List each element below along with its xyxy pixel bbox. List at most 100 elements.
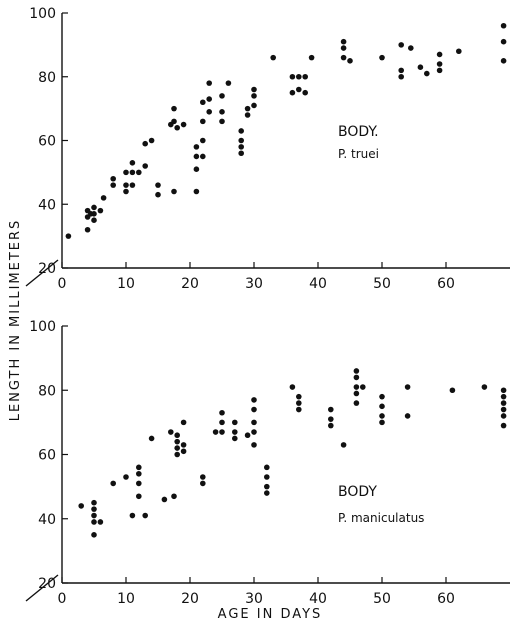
top-data-point — [193, 144, 200, 150]
bottom-data-point — [500, 406, 507, 413]
bottom-x-tick-label: 60 — [437, 591, 455, 607]
top-data-point — [171, 118, 177, 125]
bottom-data-point — [296, 393, 302, 400]
bottom-data-point — [110, 480, 116, 487]
bottom-data-point — [251, 419, 257, 426]
bottom-data-point — [232, 419, 238, 426]
bottom-annotation-title: BODY — [338, 484, 377, 500]
top-data-point — [308, 54, 315, 61]
top-data-point — [302, 89, 309, 96]
bottom-data-point — [219, 409, 225, 416]
top-data-point — [91, 204, 97, 211]
bottom-data-point — [251, 442, 257, 448]
bottom-data-point — [168, 429, 174, 435]
bottom-data-point — [264, 483, 270, 490]
bottom-y-tick-label: 20 — [38, 576, 56, 592]
top-x-tick-label: 60 — [437, 276, 455, 292]
top-data-point — [225, 80, 232, 86]
bottom-x-tick-label: 0 — [58, 591, 67, 607]
top-panel-chart: BODY. P. truei 20 40 60 80 100 0 10 20 30 40 50 60 — [25, 6, 510, 292]
bottom-data-point — [379, 413, 385, 419]
x-axis-title: AGE IN DAYS — [218, 607, 323, 622]
bottom-data-point — [353, 390, 360, 397]
bottom-data-point — [500, 393, 507, 400]
top-data-point — [244, 112, 251, 118]
top-data-point — [200, 153, 206, 160]
top-x-tick-label: 0 — [58, 276, 67, 292]
top-data-point — [500, 22, 507, 29]
top-data-point — [251, 93, 257, 99]
bottom-data-point — [78, 503, 84, 509]
top-data-point — [142, 163, 148, 169]
top-data-point — [91, 211, 97, 217]
bottom-data-point — [136, 480, 142, 487]
top-x-tick-label: 20 — [181, 276, 199, 292]
top-data-point — [142, 140, 148, 147]
bottom-data-point — [360, 384, 366, 390]
bottom-data-point — [296, 400, 302, 406]
bottom-data-point — [404, 384, 411, 390]
top-x-tick-label: 40 — [309, 276, 327, 292]
bottom-data-point — [142, 512, 148, 519]
bottom-data-point — [264, 490, 270, 496]
top-data-point — [110, 175, 116, 182]
top-data-point — [174, 124, 180, 131]
bottom-panel-chart: BODY P. maniculatus 20 40 60 80 100 0 10 20 30 40… — [25, 319, 510, 607]
top-x-tick-label: 50 — [373, 276, 391, 292]
top-data-point — [84, 226, 91, 233]
top-data-point — [129, 182, 136, 188]
top-data-point — [424, 70, 430, 77]
bottom-annotation-species: P. maniculatus — [338, 511, 424, 525]
bottom-y-tick-label: 40 — [38, 512, 56, 528]
bottom-data-point — [296, 406, 302, 413]
top-data-point — [91, 217, 97, 223]
top-y-tick-label: 60 — [38, 134, 56, 150]
top-data-point — [417, 64, 424, 70]
bottom-data-point — [174, 451, 180, 458]
top-data-point — [238, 150, 244, 157]
bottom-x-tick-label: 20 — [181, 591, 199, 607]
bottom-data-point — [244, 432, 251, 439]
bottom-data-point — [481, 384, 488, 390]
top-data-point — [398, 73, 405, 80]
top-data-point — [270, 54, 277, 61]
top-x-tick-label: 10 — [117, 276, 135, 292]
top-data-point — [123, 169, 129, 176]
top-data-point — [347, 58, 353, 64]
bottom-data-point — [161, 496, 168, 503]
top-data-point — [65, 233, 72, 239]
bottom-data-point — [200, 474, 206, 480]
bottom-data-point — [353, 400, 360, 406]
top-annotation-title: BODY. — [338, 124, 379, 140]
bottom-data-point — [340, 442, 347, 448]
bottom-x-tick-label: 40 — [309, 591, 327, 607]
top-data-point — [136, 169, 142, 176]
top-data-point — [206, 96, 212, 102]
bottom-data-point — [136, 470, 142, 477]
bottom-data-point — [174, 432, 180, 439]
top-data-point — [219, 93, 225, 99]
top-data-point — [340, 54, 347, 61]
top-data-point — [340, 38, 347, 45]
top-data-point — [180, 121, 187, 128]
top-data-point — [200, 137, 206, 144]
top-data-point — [206, 109, 212, 115]
bottom-y-tick-label: 60 — [38, 448, 56, 464]
bottom-data-point — [200, 480, 206, 487]
bottom-data-point — [500, 422, 507, 429]
top-data-point — [193, 166, 200, 172]
top-data-point — [296, 73, 302, 80]
bottom-data-point — [251, 397, 257, 403]
bottom-x-tick-label: 10 — [117, 591, 135, 607]
top-data-point — [171, 188, 177, 195]
bottom-data-point — [232, 435, 238, 442]
top-data-point — [171, 105, 177, 112]
bottom-data-point — [129, 512, 136, 519]
bottom-x-tick-label: 30 — [245, 591, 263, 607]
bottom-x-tick-label: 50 — [373, 591, 391, 607]
bottom-data-point — [180, 442, 187, 448]
top-data-point — [193, 153, 200, 160]
top-data-point — [398, 42, 405, 48]
top-data-point — [155, 191, 161, 198]
